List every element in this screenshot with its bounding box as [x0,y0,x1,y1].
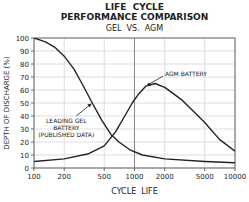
series-label-line: BATTERY [53,124,80,131]
x-tick-label: 1000 [126,173,144,181]
series-label: LEADING GELBATTERY(PUBLISHED DATA) [38,117,94,138]
y-tick-label: 0 [25,165,29,173]
y-tick-label: 90 [20,48,29,56]
label-arrow [76,104,91,116]
y-tick-label: 30 [20,126,29,134]
y-tick-label: 60 [20,87,29,95]
label-arrow [147,76,163,85]
x-tick-label: 5000 [196,173,214,181]
y-tick-label: 10 [20,152,29,160]
title-line: LIFE CYCLE [105,2,164,12]
chart: LIFE CYCLEPERFORMANCE COMPARISON GEL VS. … [0,0,249,202]
y-axis-label: DEPTH OF DISCHARGE (%) [3,56,11,150]
series-line [34,84,235,162]
x-tick-label: 100 [27,173,40,181]
series-label: AGM BATTERY [165,70,207,77]
series-label-line: AGM BATTERY [165,70,207,77]
y-tick-label: 100 [16,35,29,43]
title-line: PERFORMANCE COMPARISON [61,12,209,22]
plot-frame [34,38,235,168]
y-tick-label: 70 [20,74,29,82]
series-line [34,38,235,163]
x-tick-label: 2000 [156,173,174,181]
x-tick-label: 200 [58,173,71,181]
grid [34,38,235,168]
x-axis-label: CYCLE LIFE [111,187,158,196]
axes: 100 200 500 1000 2000 5000 10000 0 10 20 30 40 50 60 7… [16,35,247,182]
series-label-line: LEADING GEL [46,117,87,124]
y-tick-label: 40 [20,113,29,121]
title: LIFE CYCLEPERFORMANCE COMPARISON [61,2,209,22]
subtitle: GEL VS. AGM [106,24,164,33]
y-tick-label: 20 [20,139,29,147]
plot-area [34,38,235,168]
reference-line [134,38,135,168]
series-label-line: (PUBLISHED DATA) [38,131,94,138]
x-grid-line [134,38,135,168]
x-tick-label: 10000 [224,173,246,181]
series-labels: LEADING GELBATTERY(PUBLISHED DATA) AGM BA… [38,70,207,137]
y-tick-label: 50 [20,100,29,108]
x-tick-label: 500 [98,173,111,181]
y-tick-label: 80 [20,61,29,69]
